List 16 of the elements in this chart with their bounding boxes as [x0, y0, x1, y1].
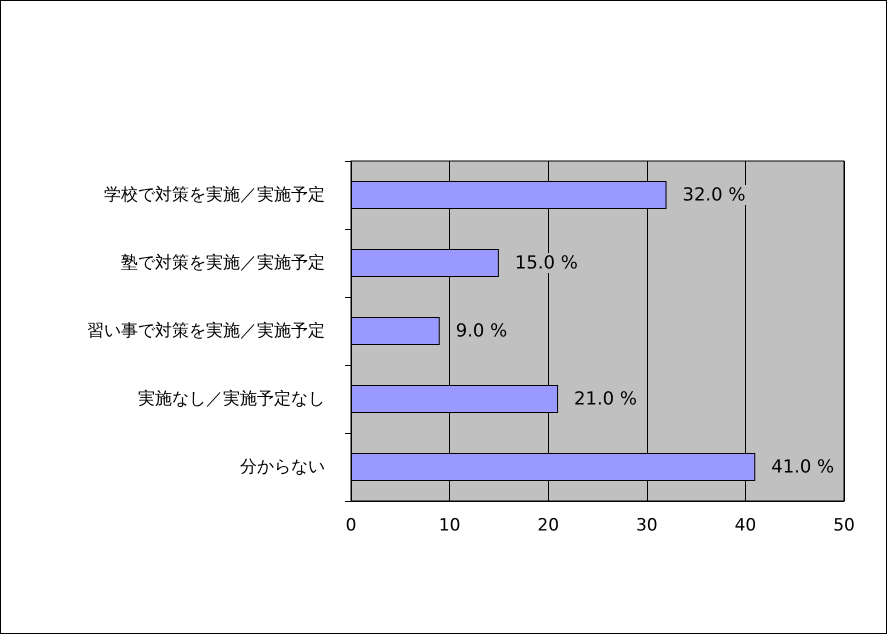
data-label: 9.0 %: [456, 320, 508, 342]
data-label: 32.0 %: [682, 184, 746, 206]
y-tick-label: 分からない: [240, 457, 325, 477]
y-tick-label: 学校で対策を実施／実施予定: [104, 185, 325, 205]
y-tick-label: 実施なし／実施予定なし: [138, 389, 325, 409]
y-tick-label: 塾で対策を実施／実施予定: [121, 253, 325, 273]
x-tick-label: 20: [537, 516, 560, 536]
x-tick-label: 0: [346, 516, 356, 536]
x-tick-label: 10: [438, 516, 460, 536]
x-tick-label: 40: [734, 516, 756, 536]
data-label: 15.0 %: [514, 252, 578, 274]
y-tick-label: 習い事で対策を実施／実施予定: [87, 321, 325, 341]
data-label: 21.0 %: [574, 388, 637, 410]
x-tick-label: 30: [636, 516, 658, 536]
x-tick-label: 50: [833, 516, 855, 536]
data-label: 41.0 %: [771, 456, 834, 478]
